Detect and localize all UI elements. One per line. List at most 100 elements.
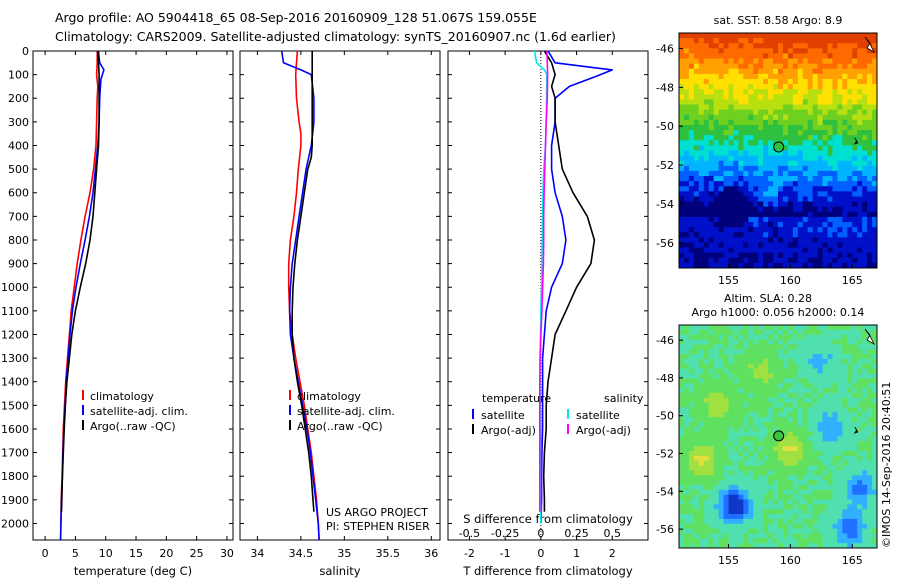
sla-map-cell	[792, 484, 799, 491]
sst-map-cell	[708, 53, 715, 60]
sla-map-cell	[852, 470, 858, 476]
sst-map-cell	[867, 119, 873, 126]
sla-map-cell	[703, 484, 710, 491]
sla-map-cell	[802, 412, 809, 418]
sst-map-cell	[763, 201, 769, 208]
sst-map-cell	[857, 160, 863, 167]
sst-map-cell	[679, 53, 685, 60]
sla-map-cell	[797, 475, 804, 481]
sla-map-cell	[857, 451, 863, 457]
sst-map-cell	[763, 247, 769, 254]
sst-map-cell	[723, 63, 730, 70]
sla-map-cell	[708, 325, 715, 331]
sst-map-cell	[852, 181, 858, 187]
sla-map-cell	[792, 480, 799, 486]
sst-coastline	[864, 36, 875, 54]
sst-map-cell	[708, 38, 715, 44]
sst-map-cell	[753, 222, 759, 228]
sst-map-cell	[758, 247, 764, 254]
sst-map-cell	[708, 124, 715, 131]
sla-map-cell	[827, 378, 834, 384]
sst-map-cell	[683, 262, 690, 268]
sst-map-cell	[728, 176, 735, 182]
sst-map-cell	[802, 130, 809, 136]
sla-map-cell	[778, 451, 784, 457]
sst-map-cell	[698, 124, 705, 131]
sst-map-cell	[703, 196, 710, 203]
sla-map-cell	[852, 358, 858, 365]
sst-map-cell	[688, 186, 695, 192]
sst-map-cell	[738, 119, 744, 126]
sla-map-cell	[743, 441, 749, 447]
sla-map-cell	[797, 417, 804, 423]
sla-map-cell	[778, 441, 784, 447]
sst-map-cell	[733, 68, 739, 75]
sla-map-cell	[679, 431, 685, 438]
sst-map-cell	[723, 252, 730, 259]
sla-map-cell	[872, 325, 877, 331]
sla-map-cell	[683, 460, 690, 467]
sst-map-cell	[703, 262, 710, 268]
sla-map-cell	[723, 533, 730, 539]
sst-map-cell	[703, 191, 710, 198]
sla-map-cell	[718, 523, 725, 530]
sst-map-cell	[738, 232, 744, 238]
sst-map-cell	[812, 201, 819, 208]
sst-map-cell	[728, 232, 735, 238]
sla-map-cell	[817, 373, 824, 379]
sst-map-cell	[807, 43, 814, 49]
sst-map-cell	[728, 140, 735, 146]
sla-map-cell	[713, 412, 720, 418]
sst-map-cell	[802, 165, 809, 172]
sla-map-cell	[827, 436, 834, 442]
sla-map-cell	[827, 412, 834, 418]
sst-map-cell	[862, 78, 868, 85]
sst-map-cell	[817, 262, 824, 268]
sla-map-cell	[693, 489, 700, 496]
sst-map-cell	[827, 94, 834, 101]
sst-map-cell	[812, 38, 819, 44]
sst-map-cell	[683, 109, 690, 116]
sst-map-cell	[713, 78, 720, 85]
sla-map-cell	[708, 426, 715, 433]
sst-map-cell	[688, 211, 695, 218]
sst-map-cell	[679, 89, 685, 95]
sla-map-cell	[817, 494, 824, 501]
sst-map-cell	[753, 170, 759, 177]
sst-map-cell	[718, 109, 725, 116]
sla-map-cell	[787, 349, 794, 355]
sla-map-cell	[723, 480, 730, 486]
sst-map-cell	[822, 114, 829, 121]
sst-map-cell	[708, 89, 715, 95]
sla-map-cell	[703, 344, 710, 350]
sla-map-cell	[837, 373, 843, 379]
sla-map-cell	[822, 373, 829, 379]
sla-map-cell	[753, 407, 759, 413]
sst-map-cell	[792, 201, 799, 208]
sla-map-cell	[847, 412, 853, 418]
difference-x-tick-label: 1	[573, 547, 580, 560]
sla-map-cell	[787, 388, 794, 394]
sst-map-cell	[797, 227, 804, 233]
sla-map-cell	[802, 363, 809, 370]
sst-map-cell	[867, 216, 873, 223]
sla-map-cell	[698, 431, 705, 438]
y-tick-label: 300	[8, 116, 29, 129]
sla-map-cell	[817, 455, 824, 462]
sla-map-cell	[827, 523, 834, 530]
sla-lat-tick-label: -46	[656, 334, 674, 347]
sst-map-cell	[773, 130, 779, 136]
sst-map-cell	[832, 114, 838, 121]
sla-map-cell	[748, 421, 754, 428]
sla-map-cell	[827, 407, 834, 413]
sla-map-cell	[847, 426, 853, 433]
sla-map-cell	[713, 426, 720, 433]
sst-map-cell	[827, 99, 834, 106]
sst-map-cell	[847, 89, 853, 95]
sla-map-cell	[698, 392, 705, 399]
sst-map-cell	[763, 160, 769, 167]
sst-map-cell	[723, 257, 730, 264]
sst-map-cell	[792, 124, 799, 131]
sst-map-cell	[862, 216, 868, 223]
sst-map-cell	[698, 176, 705, 182]
